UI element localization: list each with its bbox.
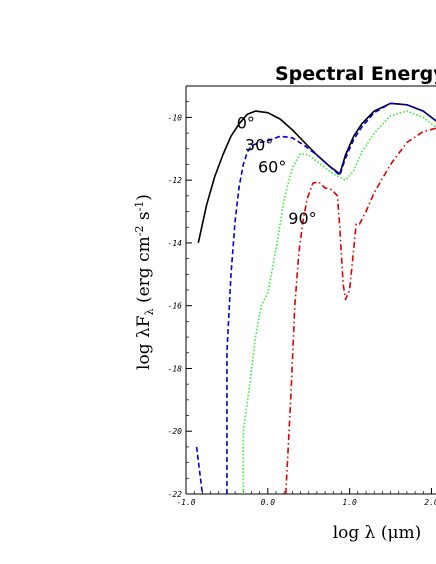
chart-title: Spectral Energy I — [275, 63, 436, 85]
x-tick-label: 1.0 — [342, 498, 357, 507]
x-tick-label: 2.0 — [424, 498, 436, 507]
angle-annotation: 30° — [245, 135, 273, 154]
angle-annotation: 0° — [237, 113, 255, 132]
annotations-layer: 0° 30° 60° 90° — [237, 113, 317, 228]
series-line-3 — [285, 127, 436, 495]
y-tick-label: -10 — [168, 113, 183, 122]
y-tick-label: -14 — [168, 239, 183, 248]
x-tick-label: 0.0 — [261, 498, 276, 507]
y-tick-label: -16 — [168, 302, 183, 311]
y-tick-label: -18 — [168, 364, 183, 373]
series-line-2 — [242, 110, 436, 494]
series-layer — [195, 102, 436, 495]
y-tick-label: -12 — [168, 176, 183, 185]
y-tick-label: -22 — [168, 490, 183, 499]
x-tick-label: -1.0 — [176, 498, 195, 507]
y-tick-label: -20 — [168, 427, 183, 436]
angle-annotation: 90° — [288, 209, 316, 228]
series-line-0 — [197, 102, 436, 244]
angle-annotation: 60° — [258, 157, 286, 176]
series-line-1 — [195, 102, 436, 495]
plot-frame — [185, 85, 436, 495]
x-axis-label: log λ (μm) — [333, 523, 422, 543]
y-axis-label: log λFλ (erg cm-2 s-1) — [133, 194, 156, 370]
axis-ticks: -1.0 0.0 1.0 2.0 -10 -12 -14 -16 -18 -20 -22 — [168, 101, 436, 507]
